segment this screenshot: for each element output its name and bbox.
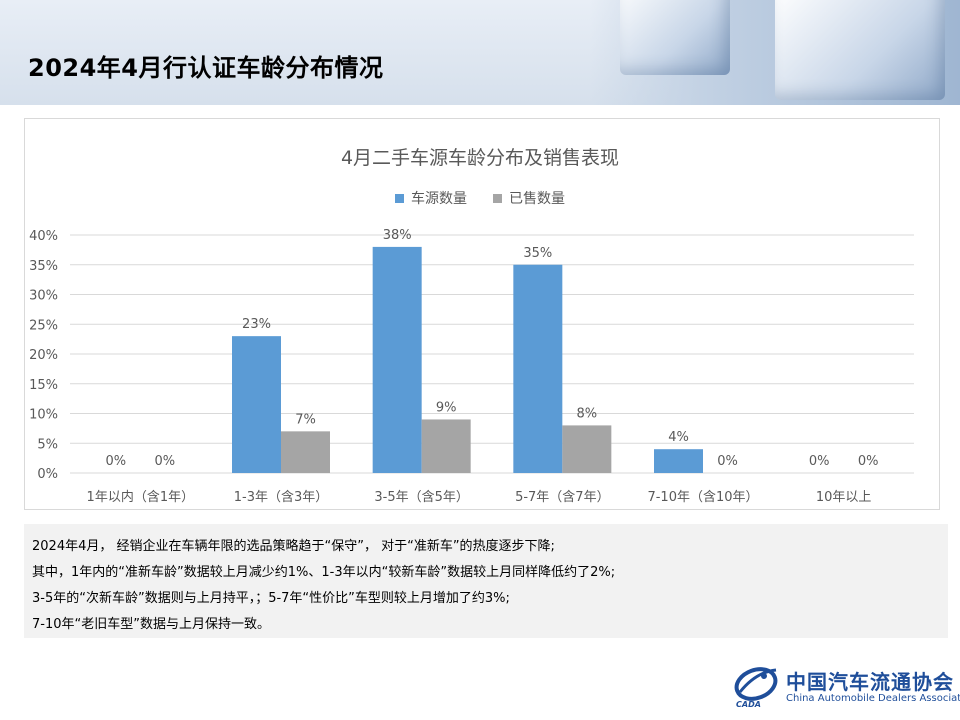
cada-emblem-icon <box>734 667 778 701</box>
bar-supply <box>232 336 281 473</box>
note-line: 7-10年“老旧车型”数据与上月保持一致。 <box>32 617 270 632</box>
bar-supply <box>513 264 563 473</box>
bar-sold <box>281 431 330 473</box>
x-tick-label: 5-7年（含7年） <box>515 489 610 505</box>
legend-label-sold: 已售数量 <box>509 191 565 207</box>
x-tick-label: 3-5年（含5年） <box>374 489 469 505</box>
y-tick-label: 5% <box>37 437 58 452</box>
data-label-supply: 23% <box>242 317 271 332</box>
y-tick-label: 25% <box>29 318 58 333</box>
x-tick-label: 1-3年（含3年） <box>234 489 329 505</box>
logo-name-en: China Automobile Dealers Association <box>786 693 960 704</box>
y-tick-label: 0% <box>37 467 58 482</box>
y-tick-label: 30% <box>29 289 58 304</box>
logo-name-cn: 中国汽车流通协会 <box>786 670 954 694</box>
y-tick-label: 40% <box>29 229 58 244</box>
legend-swatch-sold <box>493 193 502 203</box>
data-label-supply: 4% <box>668 430 689 445</box>
data-label-sold: 8% <box>577 406 598 421</box>
legend-label-supply: 车源数量 <box>411 191 467 207</box>
logo-abbr: CADA <box>736 700 761 709</box>
bar-supply <box>654 449 703 473</box>
legend-swatch-supply <box>395 193 404 203</box>
chart-title: 4月二手车源车龄分布及销售表现 <box>340 147 620 169</box>
data-label-supply: 38% <box>383 228 412 243</box>
data-label-sold: 0% <box>155 454 176 469</box>
cada-logo: CADA 中国汽车流通协会 China Automobile Dealers A… <box>732 662 960 710</box>
chart-frame <box>24 118 940 510</box>
x-tick-label: 1年以内（含1年） <box>87 489 195 505</box>
bar-sold <box>421 419 471 473</box>
note-line: 3-5年的“次新车龄”数据则与上月持平，；5-7年“性价比”车型则较上月增加了约… <box>32 591 510 606</box>
note-line: 其中，1年内的“准新车龄”数据较上月减少约1%、1-3年以内“较新车龄”数据较上… <box>32 565 616 580</box>
data-label-supply: 35% <box>523 246 552 261</box>
data-label-supply: 0% <box>809 454 830 469</box>
bar-chart: 0% 5% 10% 15% 20% 25% 30% 35% 40% 0% 0% 1年以内（含1年） 23… <box>29 228 914 505</box>
y-tick-label: 35% <box>29 259 58 274</box>
note-line: 2024年4月， 经销企业在车辆年限的选品策略趋于“保守”， 对于“准新车”的热… <box>32 539 555 554</box>
summary-notes: 2024年4月， 经销企业在车辆年限的选品策略趋于“保守”， 对于“准新车”的热… <box>24 524 948 638</box>
data-label-sold: 7% <box>295 412 316 427</box>
y-tick-label: 15% <box>29 378 58 393</box>
data-label-supply: 0% <box>106 454 127 469</box>
legend-item-supply: 车源数量 <box>395 189 467 207</box>
header-band <box>0 0 960 105</box>
data-label-sold: 0% <box>717 454 738 469</box>
data-label-sold: 9% <box>436 400 457 415</box>
bar-supply <box>372 246 422 473</box>
data-label-sold: 0% <box>858 454 879 469</box>
x-tick-label: 10年以上 <box>816 490 872 505</box>
bar-sold <box>562 425 612 473</box>
chart-legend: 车源数量 已售数量 <box>0 189 960 207</box>
y-tick-label: 10% <box>29 408 58 423</box>
header-decoration <box>590 0 960 105</box>
x-tick-label: 7-10年（含10年） <box>647 489 758 505</box>
legend-item-sold: 已售数量 <box>493 189 565 207</box>
page-title: 2024年4月行认证车龄分布情况 <box>28 54 384 82</box>
y-tick-label: 20% <box>29 348 58 363</box>
